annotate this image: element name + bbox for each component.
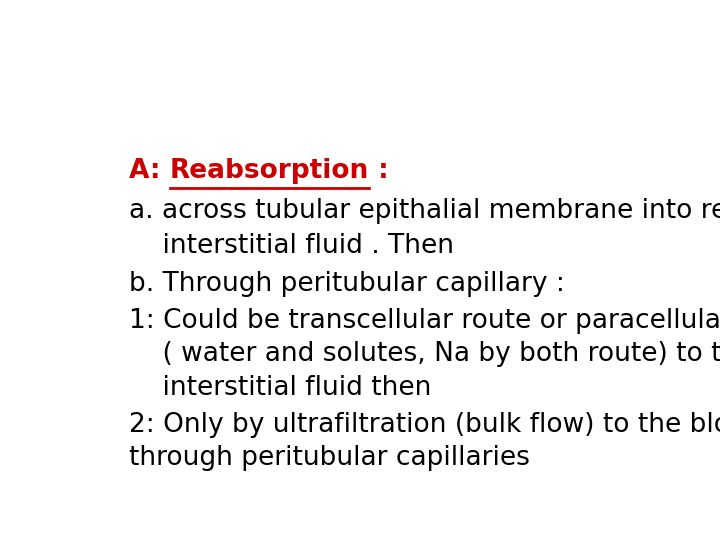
Text: b. Through peritubular capillary :: b. Through peritubular capillary : xyxy=(129,271,565,296)
Text: through peritubular capillaries: through peritubular capillaries xyxy=(129,446,530,471)
Text: Reabsorption: Reabsorption xyxy=(170,158,369,184)
Text: :: : xyxy=(369,158,389,184)
Text: interstitial fluid . Then: interstitial fluid . Then xyxy=(129,233,454,259)
Text: interstitial fluid then: interstitial fluid then xyxy=(129,375,431,401)
Text: 1: Could be transcellular route or paracellular route: 1: Could be transcellular route or parac… xyxy=(129,308,720,334)
Text: a. across tubular epithalial membrane into renal: a. across tubular epithalial membrane in… xyxy=(129,198,720,224)
Text: A:: A: xyxy=(129,158,170,184)
Text: 2: Only by ultrafiltration (bulk flow) to the blood: 2: Only by ultrafiltration (bulk flow) t… xyxy=(129,412,720,438)
Text: ( water and solutes, Na by both route) to the: ( water and solutes, Na by both route) t… xyxy=(129,341,720,367)
